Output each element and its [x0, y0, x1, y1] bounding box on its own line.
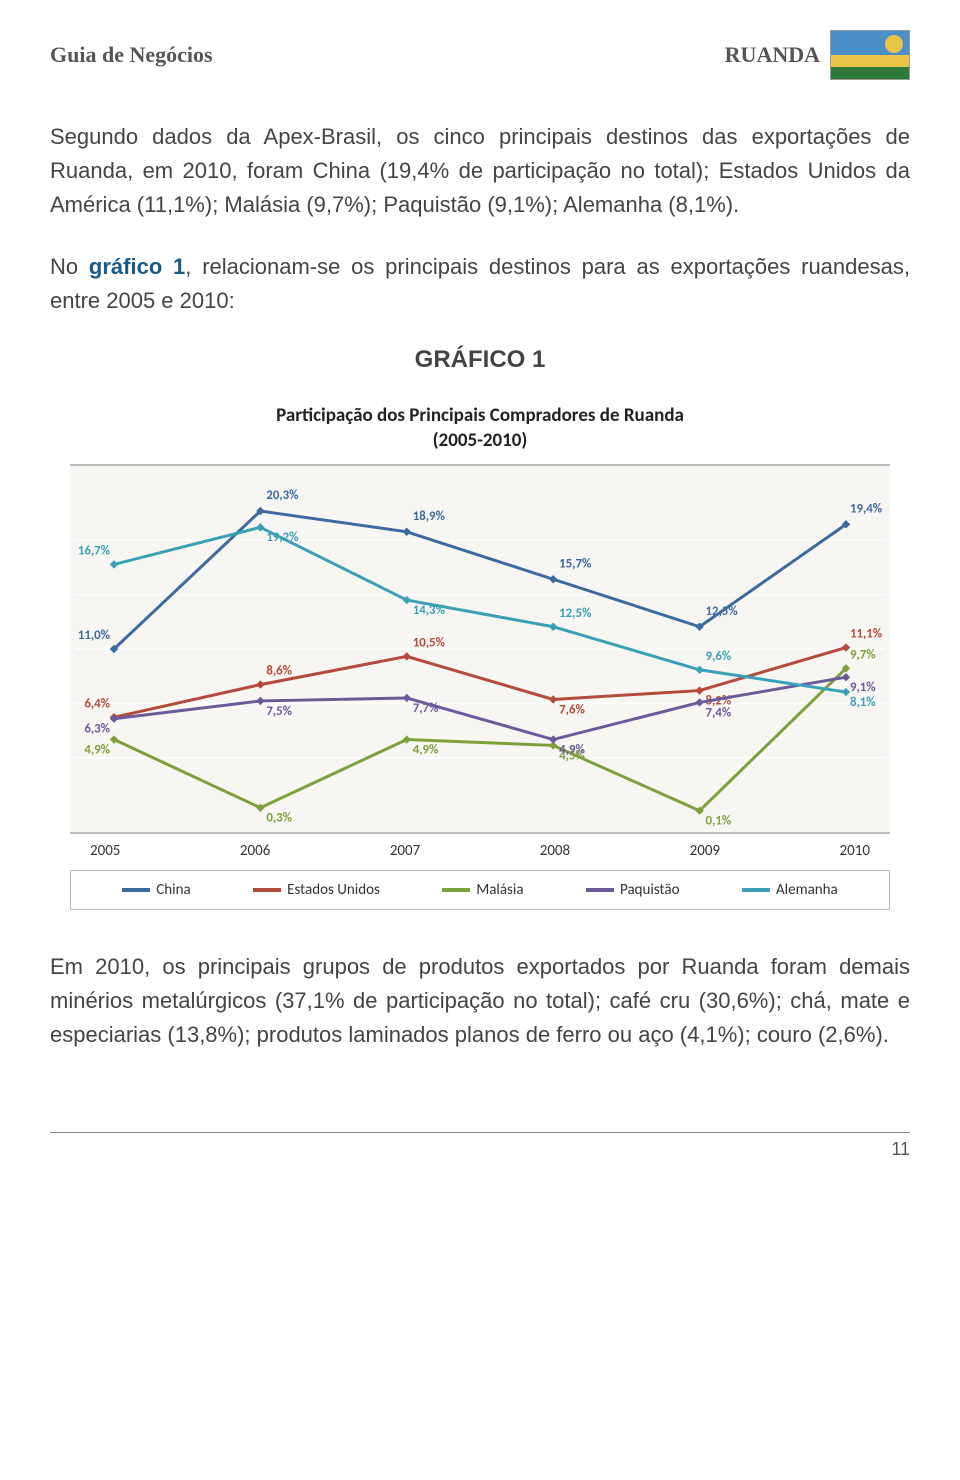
legend-swatch-icon	[122, 888, 150, 892]
legend-label: China	[156, 881, 190, 899]
country-name: RUANDA	[725, 42, 820, 68]
svg-text:12,5%: 12,5%	[559, 606, 592, 621]
svg-text:7,4%: 7,4%	[706, 705, 732, 720]
x-axis-label: 2007	[390, 842, 420, 860]
svg-text:0,3%: 0,3%	[266, 810, 292, 825]
legend-label: Estados Unidos	[287, 881, 380, 899]
svg-text:18,9%: 18,9%	[413, 509, 446, 524]
svg-text:20,3%: 20,3%	[266, 488, 299, 503]
chart-plot-area: 11,0% 20,3% 18,9% 15,7% 12,5% 19,4% 6,4% 8,6% 10…	[70, 464, 890, 834]
chart-legend: China Estados Unidos Malásia Paquistão Alema…	[70, 870, 890, 910]
svg-text:19,4%: 19,4%	[850, 501, 883, 516]
svg-text:15,7%: 15,7%	[559, 556, 592, 571]
page-number: 11	[50, 1133, 910, 1160]
legend-item: China	[122, 881, 190, 899]
body-paragraph-2: No gráfico 1, relacionam-se os principai…	[50, 250, 910, 318]
svg-text:6,3%: 6,3%	[84, 721, 110, 736]
p2-pre: No	[50, 254, 89, 279]
svg-text:6,4%: 6,4%	[84, 696, 110, 711]
body-paragraph-3: Em 2010, os principais grupos de produto…	[50, 950, 910, 1052]
svg-text:11,1%: 11,1%	[850, 626, 883, 641]
legend-label: Alemanha	[776, 881, 838, 899]
chart-x-axis: 2005 2006 2007 2008 2009 2010	[70, 834, 890, 864]
svg-text:4,9%: 4,9%	[559, 742, 585, 757]
rwanda-flag-icon	[830, 30, 910, 80]
legend-swatch-icon	[442, 888, 470, 892]
chart-container: Participação dos Principais Compradores …	[70, 404, 890, 909]
legend-item: Alemanha	[742, 881, 838, 899]
svg-text:10,5%: 10,5%	[413, 635, 446, 650]
svg-text:11,0%: 11,0%	[78, 628, 111, 643]
chart-heading: GRÁFICO 1	[50, 346, 910, 374]
body-paragraph-1: Segundo dados da Apex-Brasil, os cinco p…	[50, 120, 910, 222]
svg-text:9,6%: 9,6%	[706, 649, 732, 664]
page-header: Guia de Negócios RUANDA	[50, 30, 910, 80]
svg-text:8,1%: 8,1%	[850, 695, 876, 710]
header-right: RUANDA	[725, 30, 910, 80]
svg-text:14,3%: 14,3%	[413, 603, 446, 618]
svg-text:4,9%: 4,9%	[413, 742, 439, 757]
svg-text:16,7%: 16,7%	[78, 543, 111, 558]
svg-text:9,7%: 9,7%	[850, 647, 876, 662]
legend-item: Paquistão	[586, 881, 679, 899]
chart-reference-link[interactable]: gráfico 1	[89, 254, 185, 279]
x-axis-label: 2006	[240, 842, 270, 860]
chart-caption: Participação dos Principais Compradores …	[70, 404, 890, 453]
svg-text:12,5%: 12,5%	[706, 604, 739, 619]
legend-swatch-icon	[586, 888, 614, 892]
x-axis-label: 2005	[90, 842, 120, 860]
chart-caption-line1: Participação dos Principais Compradores …	[276, 404, 684, 427]
chart-svg: 11,0% 20,3% 18,9% 15,7% 12,5% 19,4% 6,4% 8,6% 10…	[70, 466, 890, 832]
legend-label: Malásia	[476, 881, 523, 899]
legend-item: Malásia	[442, 881, 523, 899]
svg-text:4,9%: 4,9%	[84, 742, 110, 757]
svg-text:0,1%: 0,1%	[706, 813, 732, 828]
legend-item: Estados Unidos	[253, 881, 380, 899]
svg-text:7,7%: 7,7%	[413, 701, 439, 716]
svg-text:8,6%: 8,6%	[266, 664, 292, 679]
svg-text:7,6%: 7,6%	[559, 702, 585, 717]
svg-text:19,2%: 19,2%	[266, 530, 299, 545]
legend-swatch-icon	[742, 888, 770, 892]
x-axis-label: 2010	[840, 842, 870, 860]
svg-text:9,1%: 9,1%	[850, 680, 876, 695]
chart-caption-line2: (2005-2010)	[433, 429, 528, 452]
x-axis-label: 2008	[540, 842, 570, 860]
doc-title: Guia de Negócios	[50, 42, 213, 68]
legend-swatch-icon	[253, 888, 281, 892]
legend-label: Paquistão	[620, 881, 679, 899]
x-axis-label: 2009	[690, 842, 720, 860]
svg-text:7,5%: 7,5%	[266, 704, 292, 719]
